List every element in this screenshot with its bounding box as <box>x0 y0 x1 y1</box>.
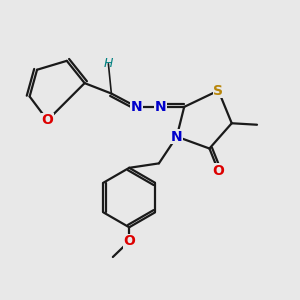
Text: S: S <box>213 84 224 98</box>
Text: N: N <box>131 100 142 114</box>
Text: N: N <box>154 100 166 114</box>
Text: O: O <box>41 113 53 127</box>
Text: O: O <box>123 234 135 248</box>
Text: N: N <box>171 130 183 144</box>
Text: H: H <box>104 57 113 70</box>
Text: O: O <box>212 164 224 178</box>
